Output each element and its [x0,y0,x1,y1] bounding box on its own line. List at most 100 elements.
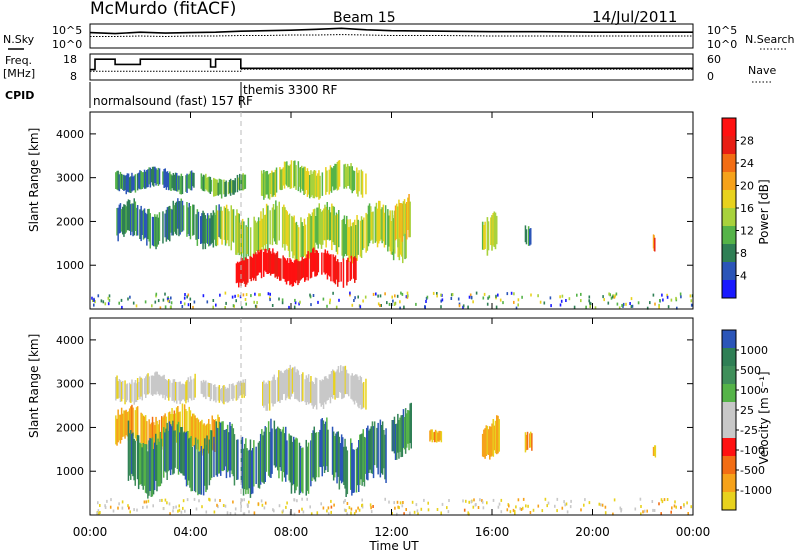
y-tick-label: 2000 [56,215,84,228]
ground-scatter-cell [147,499,150,503]
scatter-cell [222,421,224,472]
ground-scatter-cell [671,506,673,510]
scatter-cell [179,176,181,195]
ground-scatter-cell [169,306,172,309]
scatter-cell [319,429,321,467]
ground-scatter-cell [467,305,469,309]
scatter-cell [143,169,146,189]
scatter-cell [329,165,332,192]
scatter-cell [167,430,170,472]
nave-series [90,68,693,72]
scatter-cell [380,425,383,474]
scatter-cell [335,433,337,473]
scatter-cell [325,206,327,248]
scatter-cell [159,376,162,395]
scatter-cell [383,430,385,469]
scatter-cell [189,410,192,442]
scatter-cell [367,425,369,481]
noise-panel: N.Sky 10^5 10^0 10^5 10^0 N.Search [3,23,795,51]
scatter-cell [123,410,125,437]
scatter-cell [140,377,142,397]
ground-scatter-cell [181,305,184,308]
colorbar-swatch [722,280,736,299]
scatter-cell [179,432,181,472]
scatter-cell [262,435,264,483]
scatter-cell [154,372,156,395]
ground-scatter-cell [159,306,162,310]
scatter-cell [282,255,284,279]
ground-scatter-cell [679,292,682,296]
ground-scatter-cell [576,293,578,297]
scatter-cell [287,165,289,188]
ground-scatter-cell [472,300,474,304]
scatter-cell [286,161,288,186]
scatter-cell [315,216,317,243]
scatter-cell [172,420,174,475]
scatter-cell [194,437,197,493]
ground-scatter-cell [658,303,660,307]
ground-scatter-cell [556,509,558,513]
ground-scatter-cell [519,507,521,511]
scatter-cell [250,256,252,282]
ground-scatter-cell [580,508,582,512]
scatter-cell [165,209,168,242]
scatter-cell [228,432,230,471]
scatter-cell [128,200,131,231]
ground-scatter-cell [254,304,257,308]
ground-scatter-cell [269,292,271,296]
scatter-cell [223,385,225,405]
scatter-cell [124,410,126,439]
ground-scatter-cell [486,501,488,505]
scatter-cell [493,425,496,451]
ground-scatter-cell [155,294,157,298]
ground-scatter-cell [631,304,634,308]
scatter-cell [401,415,404,457]
scatter-cell [145,444,148,494]
ground-scatter-cell [132,301,135,305]
scatter-cell [276,205,278,245]
colorbar-tick-label: 24 [740,157,754,170]
scatter-cell [238,213,240,256]
ground-scatter-cell [607,301,610,305]
ground-scatter-cell [237,294,239,298]
scatter-cell [525,229,528,245]
scatter-cell [266,170,269,195]
colorbar-tick-label: 1000 [740,344,768,357]
scatter-cell [316,250,318,276]
scatter-cell [307,374,310,405]
scatter-cell [234,178,236,193]
scatter-cell [491,423,493,456]
ground-scatter-cell [296,499,298,503]
scatter-cell [264,214,267,250]
scatter-cell [170,208,172,233]
scatter-cell [218,178,221,195]
scatter-cell [208,176,210,193]
scatter-cell [317,252,320,273]
scatter-cell [233,180,235,195]
scatter-cell [257,217,260,252]
scatter-cell [383,212,386,248]
scatter-cell [155,371,157,395]
scatter-cell [254,220,256,257]
scatter-cell [184,384,186,402]
scatter-cell [177,421,180,475]
scatter-cell [341,370,343,400]
ground-scatter-cell [121,500,124,504]
scatter-cell [481,433,484,457]
scatter-cell [115,172,117,189]
scatter-cell [298,261,300,284]
scatter-cell [282,426,285,473]
scatter-cell [177,406,179,437]
ground-scatter-cell [180,510,183,514]
ground-scatter-cell [604,505,607,509]
scatter-cell [358,380,360,409]
scatter-cell [188,381,191,399]
y-tick-label: 4000 [56,334,84,347]
ground-scatter-cell [234,294,236,298]
scatter-cell [302,447,304,494]
ground-scatter-cell [353,299,355,302]
ground-scatter-cell [502,301,504,305]
scatter-cell [199,450,201,495]
scatter-cell [261,429,263,482]
